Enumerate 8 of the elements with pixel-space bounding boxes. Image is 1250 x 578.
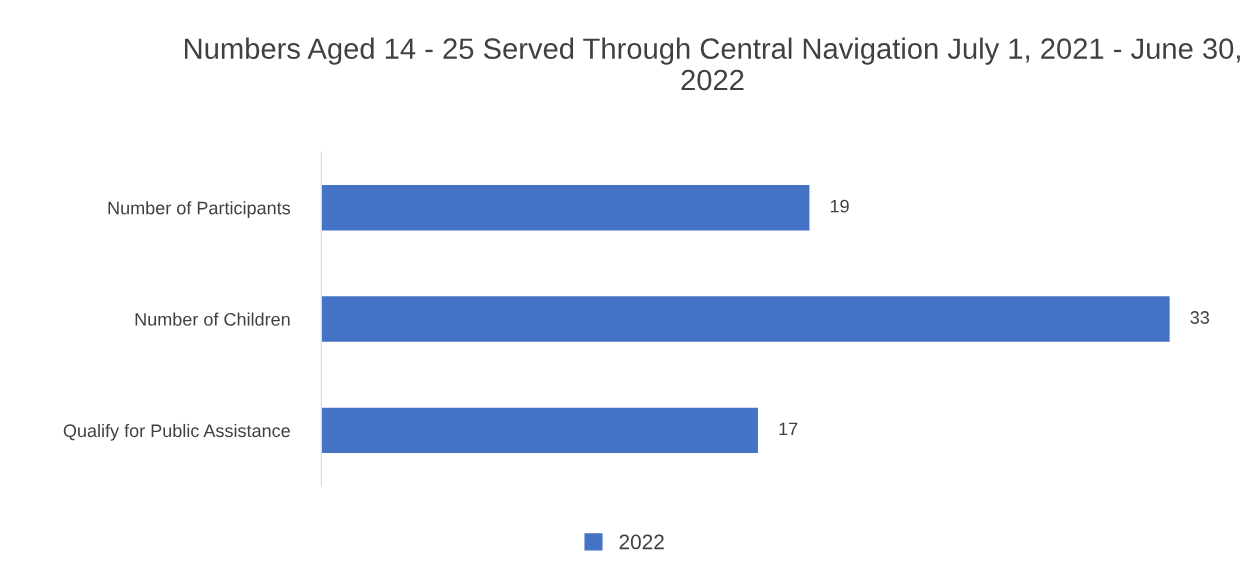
data-label: 17 <box>779 422 798 436</box>
chart-title: Numbers Aged 14 - 25 Served Through Central Navigation July 1, 2021 - June 30, 2022 <box>185 37 1240 91</box>
data-label: 19 <box>830 199 849 213</box>
data-label: 33 <box>1190 311 1210 324</box>
y-tick-label: Qualify for Public Assistance <box>63 423 290 441</box>
y-tick-label: Number of Participants <box>108 201 291 218</box>
legend-label: 2022 <box>619 534 664 550</box>
y-tick-label: Number of Children <box>135 312 290 326</box>
